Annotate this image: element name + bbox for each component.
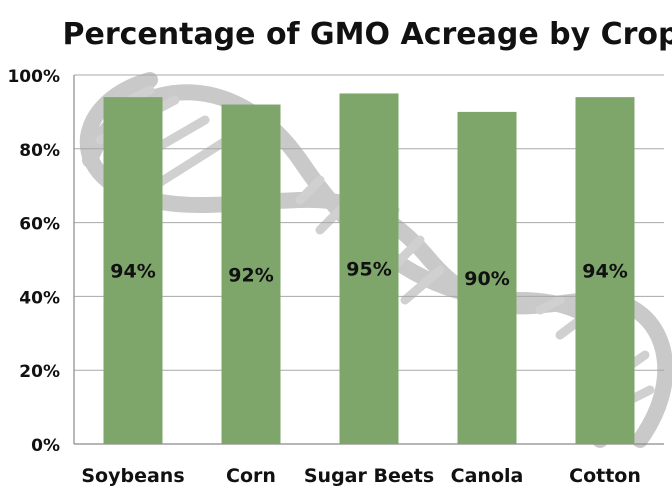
category-label: Soybeans — [81, 465, 184, 487]
category-label: Corn — [226, 465, 276, 487]
category-label: Cotton — [569, 465, 641, 487]
data-label: 92% — [228, 264, 273, 286]
y-tick-label: 40% — [19, 288, 60, 308]
category-label: Canola — [451, 465, 524, 487]
data-label: 94% — [110, 261, 155, 283]
y-tick-labels: 0% 20% 40% 60% 80% 100% — [7, 67, 60, 456]
y-tick-label: 0% — [31, 436, 60, 456]
data-label: 95% — [346, 259, 391, 281]
category-labels: Soybeans Corn Sugar Beets Canola Cotton — [81, 465, 641, 487]
bars — [103, 93, 635, 445]
bar — [103, 97, 163, 444]
y-tick-label: 80% — [19, 141, 60, 161]
bar — [339, 93, 399, 444]
category-label: Sugar Beets — [304, 465, 434, 487]
y-tick-label: 20% — [19, 362, 60, 382]
chart-title: Percentage of GMO Acreage by Crop — [62, 17, 672, 52]
data-label: 90% — [464, 268, 509, 290]
data-label: 94% — [582, 261, 627, 283]
y-tick-label: 100% — [7, 67, 60, 87]
bar — [457, 111, 517, 445]
data-labels: 94% 92% 95% 90% 94% — [110, 259, 627, 290]
bar — [221, 104, 281, 445]
bar — [575, 97, 635, 444]
dna-strand-a — [79, 72, 672, 448]
y-tick-label: 60% — [19, 215, 60, 235]
